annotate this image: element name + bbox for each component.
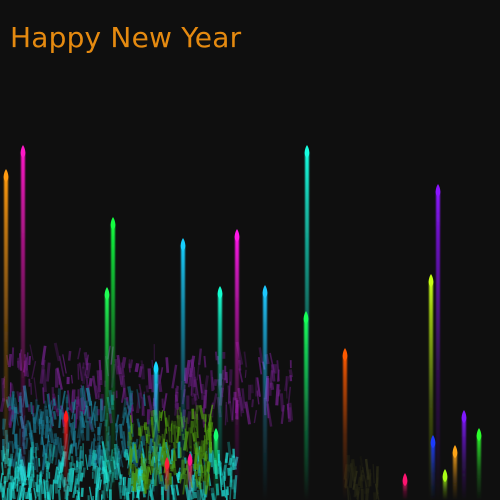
rocket-trail — [21, 152, 25, 500]
rocket-head — [428, 274, 434, 287]
firework-burst — [343, 455, 380, 500]
firework-rocket — [213, 428, 219, 500]
rocket-head — [187, 453, 193, 466]
firework-rocket — [3, 169, 9, 500]
rocket-trail — [477, 435, 481, 500]
rocket-trail — [111, 224, 115, 500]
rocket-head — [217, 286, 223, 299]
firework-rocket — [461, 410, 467, 500]
rocket-head — [442, 469, 448, 482]
rocket-trail — [436, 191, 440, 500]
firework-rocket — [234, 229, 240, 500]
rocket-trail — [403, 480, 407, 500]
rocket-head — [164, 457, 170, 470]
rocket-head — [213, 428, 219, 441]
firework-rocket — [262, 285, 268, 500]
rocket-trail — [304, 318, 308, 500]
firework-rocket — [20, 145, 26, 500]
rocket-trail — [181, 245, 185, 500]
rocket-head — [430, 435, 436, 448]
rocket-head — [104, 287, 110, 300]
firework-rocket — [402, 473, 408, 500]
rocket-head — [3, 169, 9, 182]
rocket-head — [435, 184, 441, 197]
firework-rocket — [63, 410, 69, 500]
rocket-trail — [235, 236, 239, 500]
rocket-head — [180, 238, 186, 251]
rocket-trail — [462, 417, 466, 500]
rocket-head — [153, 361, 159, 374]
rocket-trail — [188, 460, 192, 500]
firework-rocket — [476, 428, 482, 500]
rocket-trail — [154, 368, 158, 500]
rocket-head — [234, 229, 240, 242]
rocket-head — [262, 285, 268, 298]
firework-rocket — [110, 217, 116, 500]
firework-rocket — [153, 361, 159, 500]
rocket-trail — [64, 417, 68, 500]
firework-rocket — [164, 457, 170, 500]
rocket-trail — [431, 442, 435, 500]
firework-rocket — [452, 445, 458, 500]
rocket-head — [63, 410, 69, 423]
rocket-trail — [453, 452, 457, 500]
rocket-head — [452, 445, 458, 458]
rocket-head — [304, 145, 310, 158]
firework-rocket — [342, 348, 348, 500]
rocket-layer — [3, 145, 482, 500]
rocket-head — [342, 348, 348, 361]
rocket-trail — [218, 293, 222, 500]
rocket-head — [402, 473, 408, 486]
rocket-head — [461, 410, 467, 423]
firework-rocket — [303, 311, 309, 500]
firework-rocket — [442, 469, 448, 500]
rocket-head — [303, 311, 309, 324]
firework-rocket — [430, 435, 436, 500]
firework-rocket — [217, 286, 223, 500]
firework-rocket — [104, 287, 110, 500]
rocket-trail — [263, 292, 267, 500]
firework-rocket — [187, 453, 193, 500]
rocket-trail — [343, 355, 347, 500]
rocket-head — [110, 217, 116, 230]
rocket-trail — [443, 476, 447, 500]
rocket-trail — [429, 281, 433, 500]
rocket-head — [20, 145, 26, 158]
rocket-trail — [165, 464, 169, 500]
page-title: Happy New Year — [10, 21, 242, 54]
rocket-trail — [214, 435, 218, 500]
firework-rocket — [180, 238, 186, 500]
firework-rocket — [435, 184, 441, 500]
firework-rocket — [428, 274, 434, 500]
rocket-trail — [4, 176, 8, 500]
rocket-trail — [105, 294, 109, 500]
rocket-head — [476, 428, 482, 441]
